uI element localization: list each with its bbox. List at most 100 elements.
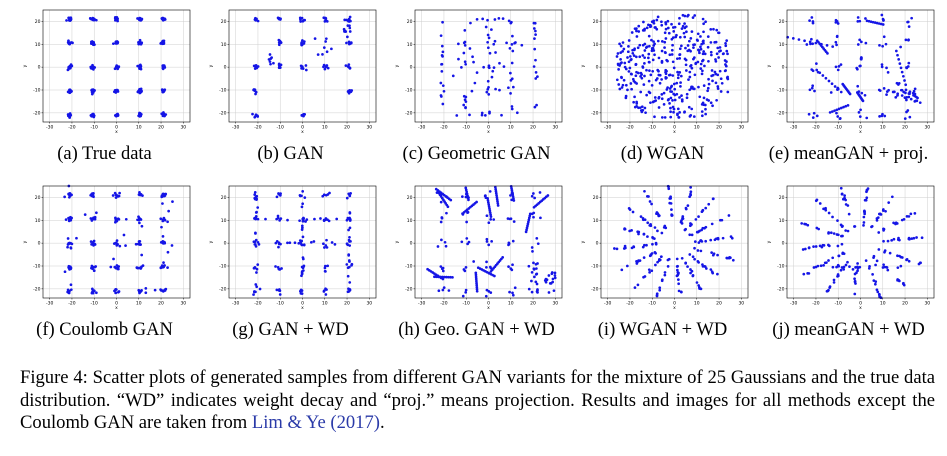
data-point	[484, 194, 487, 197]
data-point	[670, 48, 674, 52]
data-point	[830, 82, 834, 86]
data-point	[464, 62, 468, 66]
data-point	[668, 87, 672, 90]
data-point	[162, 114, 166, 118]
scatter-plot-b: -30 -20 -10 0 10 20 30 -20 -10 0 10 20 x y	[209, 9, 377, 135]
data-point	[488, 211, 492, 214]
x-tick-label: 0	[301, 125, 304, 131]
data-point	[323, 266, 327, 270]
data-point	[836, 115, 840, 118]
data-point	[464, 290, 468, 294]
y-tick-label: 10	[779, 42, 785, 48]
data-point	[824, 76, 828, 80]
data-point	[348, 235, 351, 239]
data-point	[676, 70, 679, 74]
data-point	[255, 271, 258, 274]
data-point	[853, 277, 856, 281]
data-point	[118, 191, 121, 195]
x-tick-label: -30	[418, 125, 425, 131]
data-point	[654, 242, 658, 246]
data-point	[474, 273, 478, 277]
data-point	[325, 246, 329, 249]
data-point	[797, 38, 801, 41]
data-point	[507, 19, 511, 23]
data-point	[809, 42, 812, 46]
data-point	[510, 187, 513, 190]
data-point	[871, 273, 874, 276]
data-point	[663, 40, 667, 44]
data-point	[527, 287, 531, 291]
data-point	[510, 42, 514, 46]
data-point	[75, 236, 78, 240]
data-point	[170, 244, 174, 247]
data-point	[552, 289, 556, 293]
data-point	[463, 44, 467, 47]
data-point	[685, 30, 688, 34]
data-point	[298, 194, 302, 198]
citation-year-link[interactable]: (2017)	[330, 412, 380, 433]
data-point	[474, 271, 478, 275]
x-tick-label: 10	[694, 301, 700, 307]
data-point	[277, 43, 281, 47]
data-point	[701, 52, 705, 56]
data-point	[439, 94, 443, 97]
data-point	[347, 89, 351, 93]
data-point	[862, 215, 866, 219]
data-point	[647, 23, 650, 27]
data-point	[904, 88, 908, 92]
x-axis-label: x	[673, 130, 676, 135]
data-point	[439, 220, 443, 224]
data-point	[688, 75, 692, 79]
y-tick-label: 0	[596, 65, 599, 71]
data-point	[875, 288, 879, 292]
data-point	[319, 217, 322, 220]
x-axis-label: x	[859, 306, 862, 311]
data-point	[835, 35, 839, 39]
data-point	[677, 289, 681, 293]
data-point	[834, 40, 838, 44]
data-point	[647, 90, 651, 94]
data-point	[910, 16, 913, 20]
data-point	[839, 63, 843, 66]
data-point	[497, 16, 501, 20]
data-point	[643, 74, 646, 78]
y-tick-label: -10	[405, 264, 412, 270]
data-point	[660, 49, 664, 53]
data-point	[647, 268, 651, 272]
data-point	[726, 77, 730, 81]
data-point	[690, 233, 694, 237]
data-point	[710, 53, 713, 57]
x-tick-label: -10	[277, 301, 284, 307]
data-point	[137, 215, 140, 219]
data-point	[67, 42, 71, 46]
data-point	[840, 225, 844, 228]
data-point	[913, 87, 917, 91]
data-point	[653, 99, 656, 103]
data-point	[253, 193, 257, 196]
data-point	[621, 41, 625, 44]
data-point	[631, 51, 635, 55]
data-point	[535, 272, 539, 276]
data-point	[840, 234, 843, 238]
data-point	[716, 236, 720, 240]
y-tick-label: 20	[35, 195, 41, 201]
data-point	[909, 212, 913, 216]
data-point	[907, 61, 911, 65]
citation-link[interactable]: Lim & Ye	[251, 412, 326, 433]
data-point	[257, 242, 261, 246]
data-point	[616, 62, 620, 66]
data-point	[323, 67, 327, 71]
data-point	[92, 17, 96, 21]
data-point	[690, 107, 694, 111]
data-point	[699, 249, 703, 253]
data-point	[166, 266, 169, 270]
data-point	[264, 217, 267, 221]
data-point	[300, 205, 304, 209]
data-point	[856, 20, 860, 23]
data-point	[660, 23, 664, 27]
data-point	[704, 267, 708, 270]
data-point	[288, 241, 292, 245]
data-point	[464, 100, 468, 104]
data-point	[512, 220, 516, 223]
data-point	[114, 218, 118, 222]
